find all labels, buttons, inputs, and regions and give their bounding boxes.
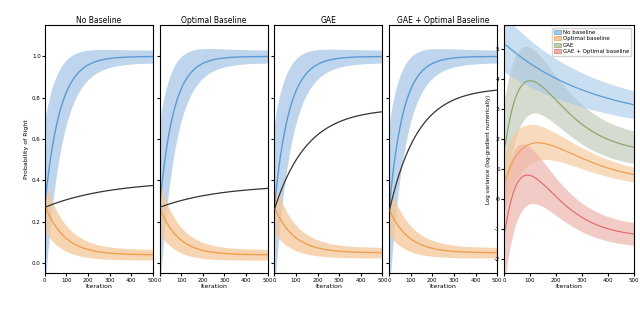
Title: No Baseline: No Baseline: [76, 16, 122, 25]
Title: GAE: GAE: [321, 16, 337, 25]
Y-axis label: Log variance (log-gradient numerically): Log variance (log-gradient numerically): [486, 95, 491, 204]
X-axis label: Iteration: Iteration: [556, 284, 582, 289]
Title: GAE + Optimal Baseline: GAE + Optimal Baseline: [397, 16, 490, 25]
X-axis label: Iteration: Iteration: [85, 284, 112, 289]
Legend: No baseline, Optimal baseline, GAE, GAE + Optimal baseline: No baseline, Optimal baseline, GAE, GAE …: [552, 28, 631, 56]
X-axis label: Iteration: Iteration: [429, 284, 456, 289]
X-axis label: Iteration: Iteration: [315, 284, 342, 289]
X-axis label: Iteration: Iteration: [200, 284, 227, 289]
Y-axis label: Probability of Right: Probability of Right: [24, 120, 29, 179]
Title: Optimal Baseline: Optimal Baseline: [181, 16, 246, 25]
